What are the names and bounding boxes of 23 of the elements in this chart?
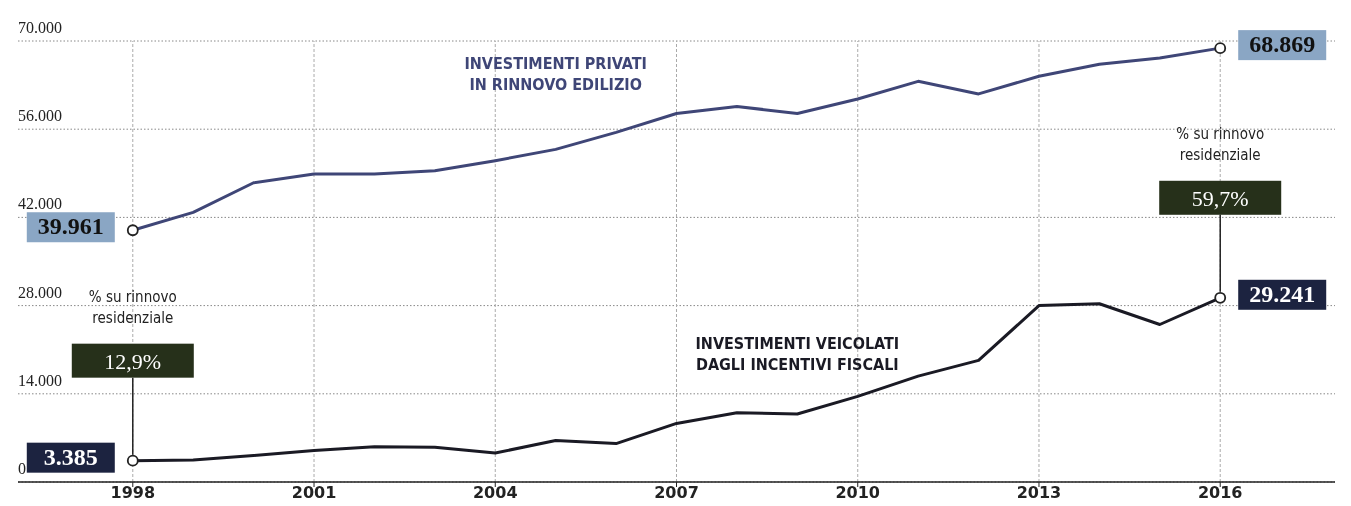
data-label: 3.385: [43, 443, 98, 470]
x-tick-label: 1998: [110, 483, 156, 502]
series-label: INVESTIMENTI VEICOLATI DAGLI INCENTIVI FISCALI: [695, 333, 900, 374]
series-label: INVESTIMENTI PRIVATI IN RINNOVO EDILIZIO: [464, 54, 647, 95]
x-tick-label: 2013: [1016, 483, 1062, 502]
data-label: 68.869: [1249, 31, 1316, 58]
annotation: % su rinnovo residenziale: [1176, 125, 1265, 165]
data-label: 39.961: [37, 213, 104, 240]
y-tick-label: 28.000: [18, 283, 62, 301]
x-tick-label: 2010: [835, 483, 880, 502]
annotation: % su rinnovo residenziale: [88, 288, 177, 328]
x-tick-label: 2016: [1197, 483, 1243, 502]
annotation: 59,7%: [1191, 185, 1249, 211]
y-tick-label: 14.000: [18, 371, 62, 389]
x-tick-label: 2004: [473, 483, 518, 502]
y-tick-label: 42.000: [18, 195, 62, 213]
annotation: 12,9%: [104, 348, 162, 374]
y-tick-label: 0: [18, 460, 26, 477]
y-tick-label: 56.000: [18, 107, 62, 125]
x-tick-label: 2007: [654, 483, 699, 502]
y-tick-label: 70.000: [18, 19, 62, 36]
data-label: 29.241: [1249, 280, 1316, 307]
x-tick-label: 2001: [291, 483, 337, 502]
